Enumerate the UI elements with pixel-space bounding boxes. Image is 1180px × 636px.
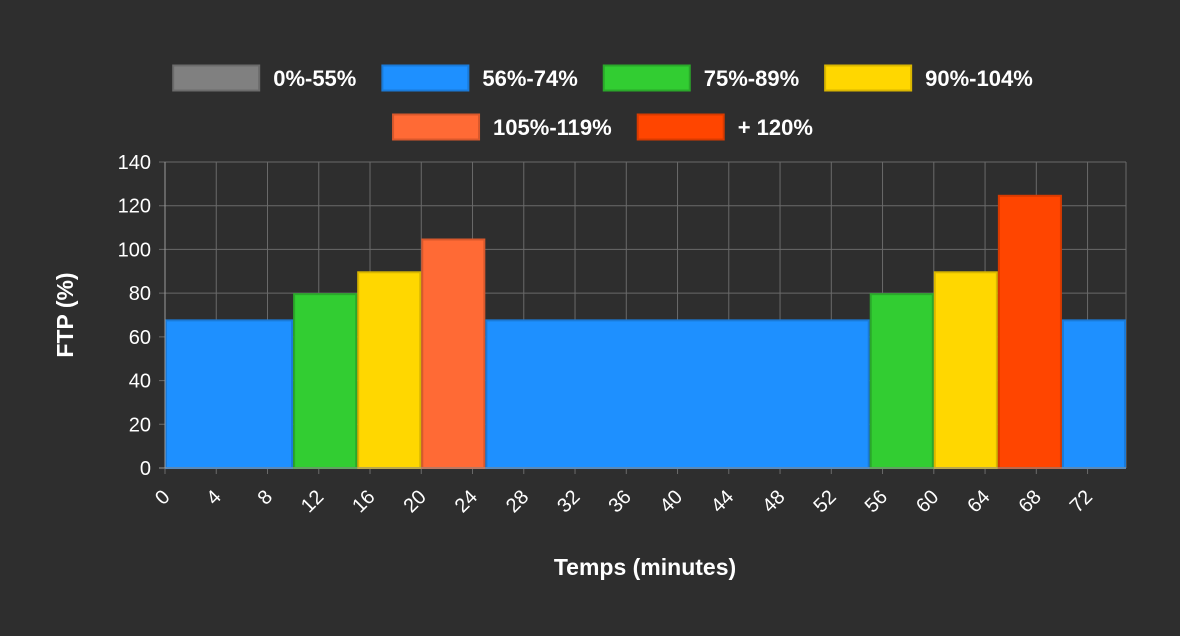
legend-swatch <box>392 113 481 141</box>
x-tick-label: 72 <box>1066 486 1097 517</box>
x-tick-label: 16 <box>348 486 379 517</box>
y-tick-labels: 0 20 40 60 80 100 120 140 <box>118 152 151 480</box>
bars <box>165 194 1127 470</box>
legend-swatch <box>602 64 691 92</box>
legend-item-5[interactable]: + 120% <box>636 113 813 141</box>
y-tick-label: 120 <box>118 196 151 218</box>
legend-swatch <box>636 113 725 141</box>
x-tick-label: 44 <box>707 486 738 517</box>
x-tick-label: 8 <box>254 486 277 509</box>
x-tick-label: 48 <box>758 486 789 517</box>
y-tick-label: 60 <box>129 327 151 349</box>
legend-label: 105%-119% <box>493 115 612 140</box>
legend: 0%-55% 56%-74% 75%-89% 90%-104% 105%-119% + 1… <box>172 64 1033 141</box>
x-tick-label: 0 <box>151 486 174 509</box>
legend-label: + 120% <box>738 115 813 140</box>
bar-segment-8[interactable] <box>1061 319 1127 469</box>
legend-item-0[interactable]: 0%-55% <box>172 64 356 92</box>
legend-swatch <box>381 64 470 92</box>
legend-label: 90%-104% <box>925 66 1033 91</box>
axes <box>159 162 1126 469</box>
legend-item-2[interactable]: 75%-89% <box>602 64 799 92</box>
bar-segment-7[interactable] <box>997 194 1062 470</box>
x-tick-label: 56 <box>861 486 892 517</box>
bar-segment-4[interactable] <box>485 319 870 469</box>
legend-item-3[interactable]: 90%-104% <box>824 64 1033 92</box>
y-tick-label: 100 <box>118 239 151 261</box>
x-tick-label: 4 <box>202 486 225 509</box>
x-tick-label: 64 <box>963 486 994 517</box>
x-tick-label: 36 <box>605 486 636 517</box>
x-axis-title: Temps (minutes) <box>554 554 736 580</box>
legend-swatch <box>172 64 261 92</box>
x-tick-labels: 0 4 8 12 16 20 24 28 32 36 40 44 48 52 56 60 64 68 72 <box>151 486 1097 517</box>
x-tick-label: 24 <box>451 486 482 517</box>
y-tick-label: 0 <box>140 458 151 480</box>
x-tick-label: 20 <box>400 486 431 517</box>
y-axis-title: FTP (%) <box>52 272 78 357</box>
legend-label: 75%-89% <box>704 66 799 91</box>
bar-segment-2[interactable] <box>357 271 422 469</box>
legend-item-4[interactable]: 105%-119% <box>392 113 612 141</box>
x-tick-label: 68 <box>1015 486 1046 517</box>
x-tick-label: 40 <box>656 486 687 517</box>
x-tick-label: 28 <box>502 486 533 517</box>
legend-label: 56%-74% <box>482 66 577 91</box>
bar-segment-6[interactable] <box>933 271 998 469</box>
legend-item-1[interactable]: 56%-74% <box>381 64 578 92</box>
y-tick-label: 80 <box>129 283 151 305</box>
x-tick-label: 60 <box>912 486 943 517</box>
y-tick-label: 40 <box>129 371 151 393</box>
y-tick-label: 140 <box>118 152 151 174</box>
y-tick-label: 20 <box>129 414 151 436</box>
bar-segment-0[interactable] <box>165 319 294 469</box>
x-tick-label: 32 <box>553 486 584 517</box>
legend-label: 0%-55% <box>273 66 356 91</box>
bar-segment-1[interactable] <box>293 293 358 469</box>
legend-swatch <box>824 64 913 92</box>
x-tick-label: 12 <box>297 486 328 517</box>
bar-segment-3[interactable] <box>421 238 486 469</box>
bar-segment-5[interactable] <box>869 293 934 469</box>
x-tick-label: 52 <box>810 486 841 517</box>
